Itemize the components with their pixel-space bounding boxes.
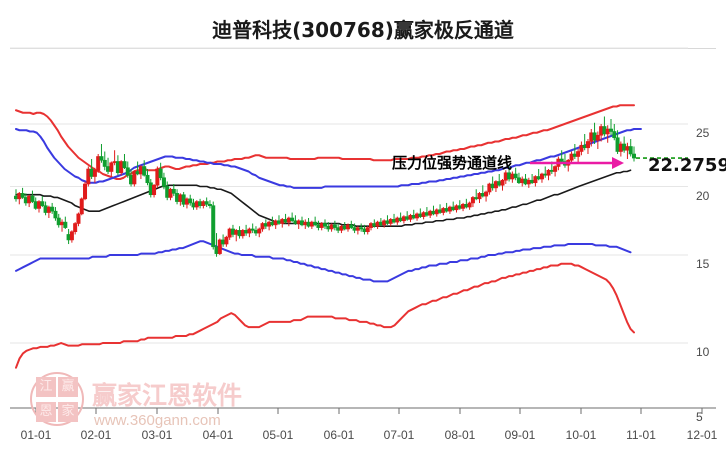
x-axis-tick-08-01: 08-01 [444,428,476,442]
y-axis-tick-25: 25 [696,126,710,140]
y-axis-tick-20: 20 [696,188,710,203]
x-axis-tick-03-01: 03-01 [141,428,173,442]
page-title: 迪普科技(300768)赢家极反通道 [212,18,514,42]
x-axis-tick-01-01: 01-01 [20,428,52,442]
y-axis-tick-10: 10 [696,345,710,359]
x-axis-tick-06-01: 06-01 [323,428,355,442]
x-axis-tick-05-01: 05-01 [262,428,294,442]
x-axis-tick-11-01: 11-01 [626,428,656,442]
resistance-annotation-label: 压力位强势通道线 [392,154,513,172]
x-axis-tick-04-01: 04-01 [202,428,234,442]
x-axis-tick-10-01: 10-01 [565,428,597,442]
x-axis-tick-09-01: 09-01 [504,428,536,442]
y-axis-tick-15: 15 [696,257,710,271]
x-axis-tick-07-01: 07-01 [383,428,415,442]
x-axis-tick-12-01: 12-01 [686,428,718,442]
y-axis-tick-5: 5 [696,410,703,424]
x-axis-tick-02-01: 02-01 [80,428,112,442]
resistance-price-value: 22.2759 [648,155,726,176]
